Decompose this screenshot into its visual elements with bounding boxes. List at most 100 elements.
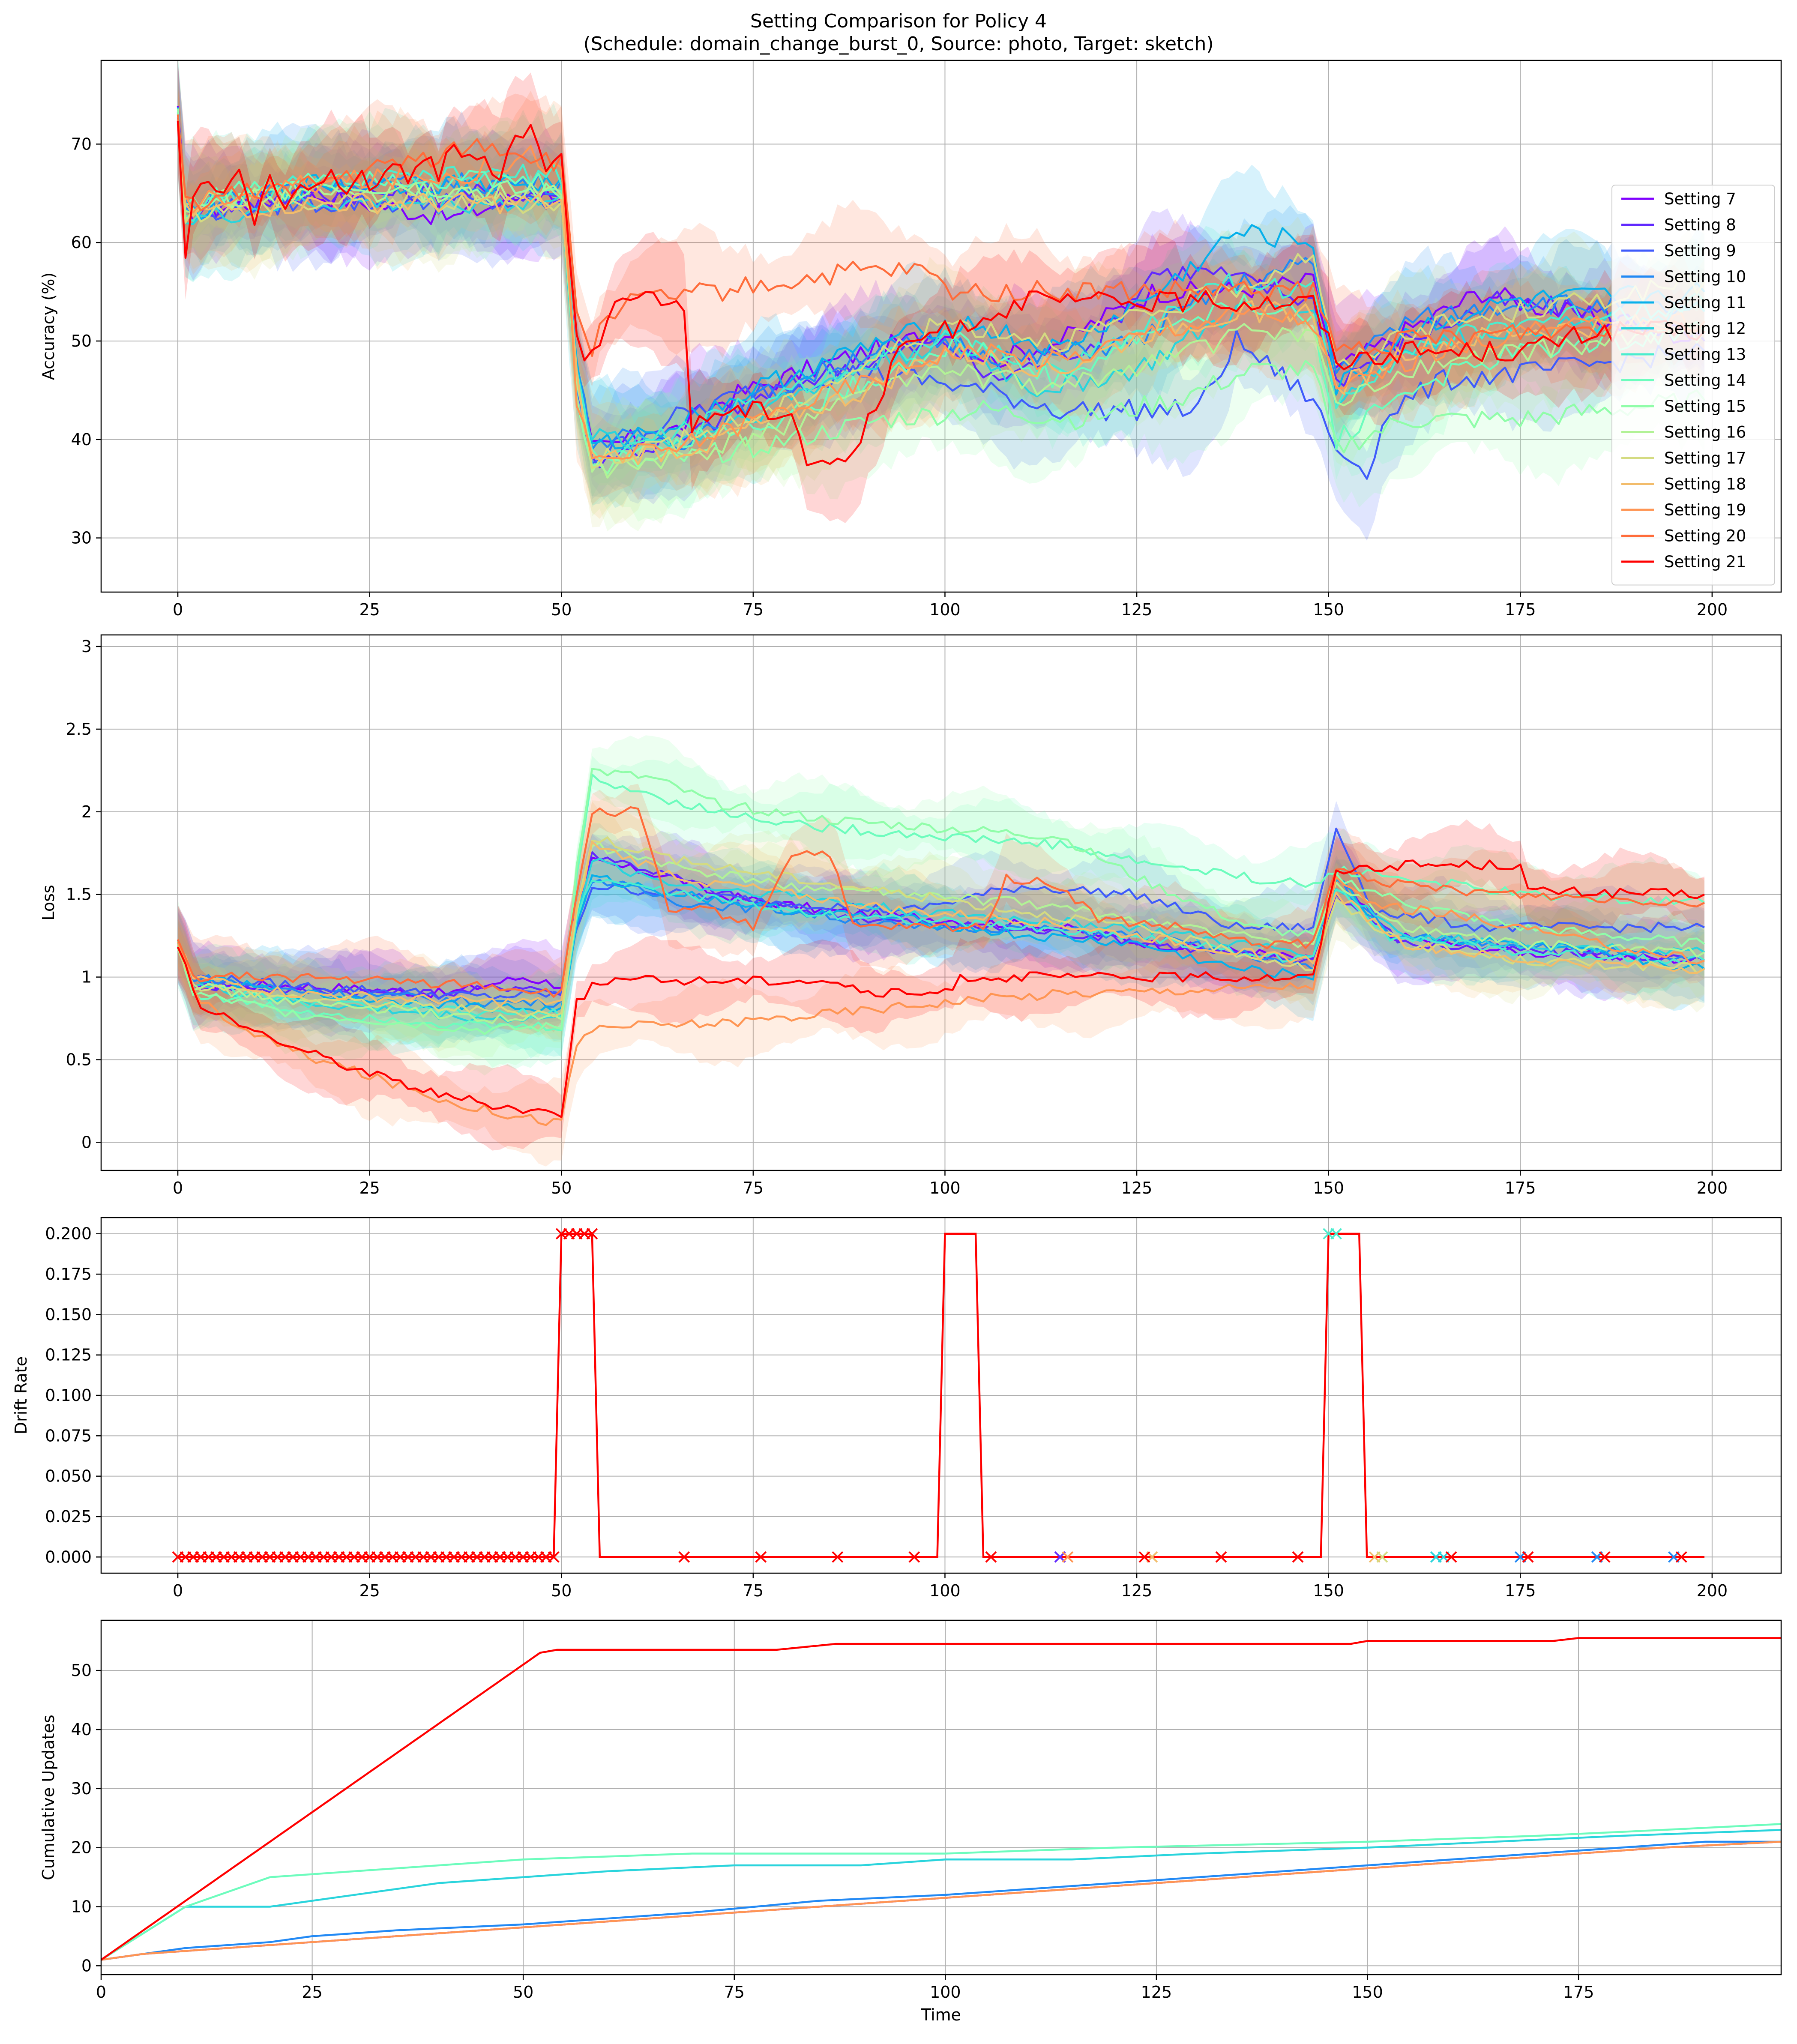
loss-axes-frame — [100, 634, 1782, 1171]
y-tick-label: 0.075 — [45, 1426, 92, 1445]
legend-label: Setting 9 — [1664, 242, 1736, 260]
drift-marker — [755, 1551, 767, 1563]
drift-marker — [1138, 1551, 1150, 1563]
legend-label: Setting 17 — [1664, 449, 1746, 467]
series-band — [178, 830, 1704, 1037]
y-tick-label: 0.175 — [45, 1265, 92, 1284]
y-tick-label: 50 — [71, 1661, 92, 1680]
x-tick-label: 175 — [1563, 1983, 1594, 2002]
x-tick-label: 150 — [1313, 600, 1344, 619]
y-tick-label: 2.5 — [66, 720, 92, 739]
series-line — [177, 806, 1705, 998]
legend-label: Setting 15 — [1664, 397, 1746, 416]
drift-plot-area — [178, 1233, 1704, 1558]
series-line — [177, 836, 1705, 1018]
y-tick-label: 30 — [71, 529, 92, 548]
series-line — [177, 114, 1705, 357]
figure-title: Setting Comparison for Policy 4 — [750, 10, 1047, 32]
y-tick-label: 0.100 — [45, 1386, 92, 1405]
y-tick-label: 0 — [81, 1133, 92, 1152]
series-line — [101, 1840, 1781, 1961]
x-tick-label: 175 — [1505, 1179, 1536, 1197]
y-tick-label: 40 — [71, 1720, 92, 1739]
figure-subtitle: (Schedule: domain_change_burst_0, Source… — [583, 33, 1213, 55]
x-tick-label: 0 — [173, 1581, 183, 1600]
legend-label: Setting 13 — [1664, 345, 1746, 364]
accuracy-plot-area — [177, 60, 1705, 541]
y-tick-label: 0.050 — [45, 1467, 92, 1486]
x-tick-label: 50 — [513, 1983, 533, 2002]
series-band — [178, 79, 1704, 507]
series-line — [101, 1829, 1781, 1961]
y-tick-label: 1.5 — [66, 885, 92, 904]
x-tick-label: 0 — [173, 600, 183, 619]
y-tick-label: 0.150 — [45, 1305, 92, 1324]
drift-marker — [1522, 1551, 1534, 1563]
series-line — [177, 842, 1705, 1024]
series-band — [178, 833, 1704, 1033]
series-line — [177, 123, 1705, 469]
drift-marker — [985, 1551, 997, 1563]
series-line — [101, 1823, 1781, 1961]
y-tick-label: 0 — [81, 1956, 92, 1975]
drift-marker — [548, 1551, 560, 1563]
y-tick-label: 60 — [71, 233, 92, 252]
y-tick-label: 70 — [71, 135, 92, 153]
x-tick-label: 150 — [1313, 1179, 1344, 1197]
cumulative-panel: 0 25 50 75 100 125 150 175 0 10 20 30 40 50 Cumulative… — [39, 1619, 1782, 2024]
x-tick-label: 100 — [929, 1179, 961, 1197]
x-tick-label: 75 — [743, 600, 764, 619]
y-tick-label: 0.025 — [45, 1507, 92, 1526]
series-line — [101, 1637, 1781, 1961]
drift-marker — [1062, 1551, 1074, 1563]
series-band — [178, 73, 1704, 532]
x-tick-label: 100 — [930, 1983, 961, 2002]
y-tick-label: 0.200 — [45, 1224, 92, 1243]
drift-marker — [908, 1551, 920, 1563]
series-line — [177, 827, 1705, 1000]
series-band — [178, 784, 1704, 1035]
series-band — [178, 63, 1704, 505]
y-tick-label: 0.000 — [45, 1547, 92, 1566]
x-tick-label: 200 — [1697, 1581, 1728, 1600]
series-line — [177, 768, 1705, 1035]
x-tick-label: 125 — [1121, 1179, 1153, 1197]
drift-marker — [1445, 1551, 1457, 1563]
accuracy-panel: 0 25 50 75 100 125 150 175 200 30 40 50 60 70 Accuracy… — [39, 60, 1782, 619]
x-tick-label: 100 — [929, 600, 961, 619]
legend-box — [1611, 185, 1775, 586]
series-band — [178, 756, 1704, 1069]
series-band — [178, 823, 1704, 1057]
x-tick-label: 75 — [743, 1581, 764, 1600]
legend-label: Setting 12 — [1664, 320, 1746, 338]
series-band — [178, 62, 1704, 485]
y-axis-label: Accuracy (%) — [39, 272, 58, 380]
x-tick-label: 125 — [1121, 600, 1153, 619]
legend-label: Setting 19 — [1664, 501, 1746, 519]
drift-marker — [1376, 1551, 1388, 1563]
x-tick-label: 50 — [551, 600, 572, 619]
x-tick-label: 0 — [173, 1179, 183, 1197]
legend-label: Setting 20 — [1664, 527, 1746, 545]
drift-marker — [1292, 1551, 1304, 1563]
x-tick-label: 75 — [743, 1179, 764, 1197]
drift-marker — [1599, 1551, 1611, 1563]
series-line — [177, 125, 1705, 479]
y-tick-label: 10 — [71, 1897, 92, 1916]
drift-panel: 0 25 50 75 100 125 150 175 200 0.000 0.025 0.050 0.0… — [12, 1217, 1782, 1600]
y-tick-label: 3 — [81, 637, 92, 656]
series-line — [177, 107, 1705, 450]
x-tick-label: 75 — [724, 1983, 745, 2002]
legend-label: Setting 21 — [1664, 553, 1746, 571]
y-tick-label: 2 — [81, 802, 92, 821]
drift-marker — [832, 1551, 844, 1563]
drift-marker — [1330, 1228, 1342, 1240]
x-tick-label: 200 — [1697, 1179, 1728, 1197]
x-tick-label: 150 — [1313, 1581, 1344, 1600]
drift-axes-frame — [100, 1217, 1782, 1574]
y-tick-label: 20 — [71, 1838, 92, 1857]
series-line — [177, 120, 1705, 469]
x-tick-label: 125 — [1141, 1983, 1172, 2002]
series-band — [178, 60, 1704, 522]
x-tick-label: 25 — [359, 1179, 380, 1197]
